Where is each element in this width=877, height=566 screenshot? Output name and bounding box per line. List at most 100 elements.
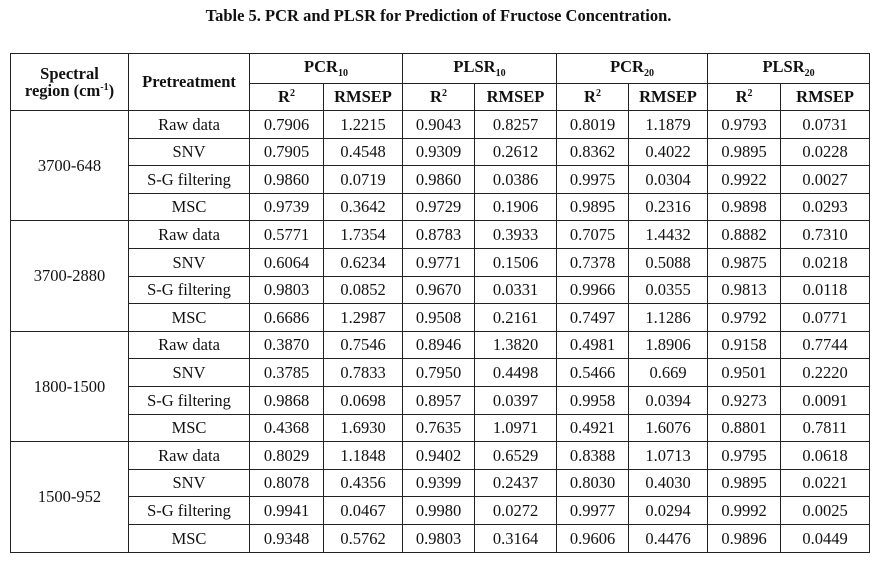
r2-value-cell: 0.9958 — [556, 385, 630, 415]
rmsep-value-cell: 0.0852 — [322, 275, 404, 305]
r2-value-cell: 0.7950 — [402, 358, 476, 387]
r2-header: R2 — [707, 83, 782, 111]
table-row: S-G filtering 0.9868 0.0698 0.8957 0.0397 0.9… — [11, 385, 871, 415]
rmsep-value-cell: 0.7744 — [780, 330, 871, 360]
r2-value-cell: 0.8882 — [707, 220, 782, 249]
table-body: 3700-648 Raw data 0.7906 1.2215 0.9043 0.8257… — [10, 109, 871, 553]
r2-value-cell: 0.9501 — [707, 358, 782, 387]
results-table: Spectral region (cm-1) Pretreatment PCR1… — [10, 53, 871, 553]
rmsep-value-cell: 0.669 — [628, 358, 709, 387]
r2-value-cell: 0.9895 — [556, 192, 630, 222]
rmsep-value-cell: 0.2437 — [474, 468, 558, 498]
table-row: S-G filtering 0.9860 0.0719 0.9860 0.0386 0.9… — [11, 165, 871, 194]
rmsep-value-cell: 0.0228 — [780, 137, 871, 167]
r2-value-cell: 0.9795 — [707, 441, 782, 470]
rmsep-value-cell: 0.0091 — [780, 385, 871, 415]
pretreatment-cell: SNV — [128, 358, 250, 387]
pretreatment-header: Pretreatment — [128, 53, 250, 111]
r2-value-cell: 0.9975 — [556, 165, 630, 194]
rmsep-value-cell: 0.4030 — [628, 468, 709, 498]
rmsep-value-cell: 0.4476 — [628, 523, 709, 553]
r2-value-cell: 0.8078 — [249, 468, 324, 498]
r2-value-cell: 0.9792 — [707, 303, 782, 332]
rmsep-value-cell: 0.3933 — [474, 220, 558, 249]
rmsep-value-cell: 1.0971 — [474, 413, 558, 443]
r2-value-cell: 0.9860 — [402, 165, 476, 194]
r2-value-cell: 0.4981 — [556, 330, 630, 360]
rmsep-value-cell: 1.8906 — [628, 330, 709, 360]
rmsep-value-cell: 0.0304 — [628, 165, 709, 194]
r2-value-cell: 0.9895 — [707, 137, 782, 167]
table-row: 1800-1500 Raw data 0.3870 0.7546 0.8946 1.382… — [10, 330, 871, 443]
r2-value-cell: 0.8388 — [556, 441, 630, 470]
r2-value-cell: 0.9309 — [402, 137, 476, 167]
rmsep-value-cell: 1.6930 — [322, 413, 404, 443]
pretreatment-cell: SNV — [128, 247, 250, 277]
r2-value-cell: 0.8801 — [707, 413, 782, 443]
group-header-pcr20: PCR20 — [556, 53, 709, 84]
r2-value-cell: 0.9508 — [402, 303, 476, 332]
rmsep-value-cell: 0.7546 — [322, 330, 404, 360]
rmsep-value-cell: 0.3642 — [322, 192, 404, 222]
rmsep-value-cell: 1.1879 — [628, 110, 709, 139]
rmsep-value-cell: 0.2316 — [628, 192, 709, 222]
r2-value-cell: 0.9729 — [402, 192, 476, 222]
r2-value-cell: 0.7075 — [556, 220, 630, 249]
rmsep-value-cell: 0.0467 — [322, 496, 404, 525]
rmsep-value-cell: 0.0719 — [322, 165, 404, 194]
r2-value-cell: 0.4921 — [556, 413, 630, 443]
table-row: MSC 0.9348 0.5762 0.9803 0.3164 0.9606 0.4476 0… — [11, 523, 871, 553]
rmsep-value-cell: 0.2220 — [780, 358, 871, 387]
r2-value-cell: 0.9992 — [707, 496, 782, 525]
pretreatment-cell: MSC — [128, 523, 250, 553]
region-header-line1: Spectral — [40, 63, 99, 83]
pretreatment-cell: S-G filtering — [128, 496, 250, 525]
rmsep-value-cell: 0.1506 — [474, 247, 558, 277]
rmsep-value-cell: 1.7354 — [322, 220, 404, 249]
r2-value-cell: 0.8957 — [402, 385, 476, 415]
r2-value-cell: 0.9860 — [249, 165, 324, 194]
r2-value-cell: 0.9739 — [249, 192, 324, 222]
rmsep-value-cell: 0.7833 — [322, 358, 404, 387]
r2-value-cell: 0.7378 — [556, 247, 630, 277]
rmsep-value-cell: 0.5762 — [322, 523, 404, 553]
r2-value-cell: 0.9771 — [402, 247, 476, 277]
pretreatment-cell: Raw data — [128, 441, 250, 470]
rmsep-value-cell: 0.0025 — [780, 496, 871, 525]
rmsep-value-cell: 0.0731 — [780, 110, 871, 139]
r2-value-cell: 0.9158 — [707, 330, 782, 360]
r2-header: R2 — [249, 83, 324, 111]
r2-value-cell: 0.9813 — [707, 275, 782, 305]
rmsep-value-cell: 1.6076 — [628, 413, 709, 443]
rmsep-value-cell: 0.0118 — [780, 275, 871, 305]
table-row: MSC 0.9739 0.3642 0.9729 0.1906 0.9895 0.2316 0… — [11, 192, 871, 222]
r2-value-cell: 0.9399 — [402, 468, 476, 498]
rmsep-value-cell: 0.0394 — [628, 385, 709, 415]
rmsep-value-cell: 0.0331 — [474, 275, 558, 305]
region-header-line2: region (cm-1) — [24, 81, 115, 100]
rmsep-header: RMSEP — [474, 83, 558, 111]
r2-header: R2 — [402, 83, 476, 111]
table-row: MSC 0.4368 1.6930 0.7635 1.0971 0.4921 1.6076 0… — [11, 413, 871, 443]
rmsep-value-cell: 0.0221 — [780, 468, 871, 498]
rmsep-value-cell: 0.0218 — [780, 247, 871, 277]
rmsep-value-cell: 0.2161 — [474, 303, 558, 332]
spectral-region-cell: 3700-2880 — [10, 220, 129, 332]
r2-value-cell: 0.7906 — [249, 110, 324, 139]
group-header-plsr20: PLSR20 — [707, 53, 871, 84]
rmsep-header: RMSEP — [780, 83, 871, 111]
rmsep-value-cell: 1.2987 — [322, 303, 404, 332]
r2-value-cell: 0.9875 — [707, 247, 782, 277]
r2-value-cell: 0.5771 — [249, 220, 324, 249]
spectral-region-cell: 1800-1500 — [10, 330, 129, 443]
group-header-pcr10: PCR10 — [248, 53, 404, 84]
pretreatment-cell: Raw data — [128, 330, 250, 360]
rmsep-value-cell: 0.4356 — [322, 468, 404, 498]
r2-value-cell: 0.9606 — [556, 523, 630, 553]
r2-value-cell: 0.9670 — [402, 275, 476, 305]
rmsep-value-cell: 0.3164 — [474, 523, 558, 553]
pretreatment-cell: Raw data — [128, 110, 250, 139]
r2-value-cell: 0.9895 — [707, 468, 782, 498]
spectral-region-cell: 3700-648 — [10, 109, 129, 222]
rmsep-value-cell: 0.8257 — [474, 110, 558, 139]
